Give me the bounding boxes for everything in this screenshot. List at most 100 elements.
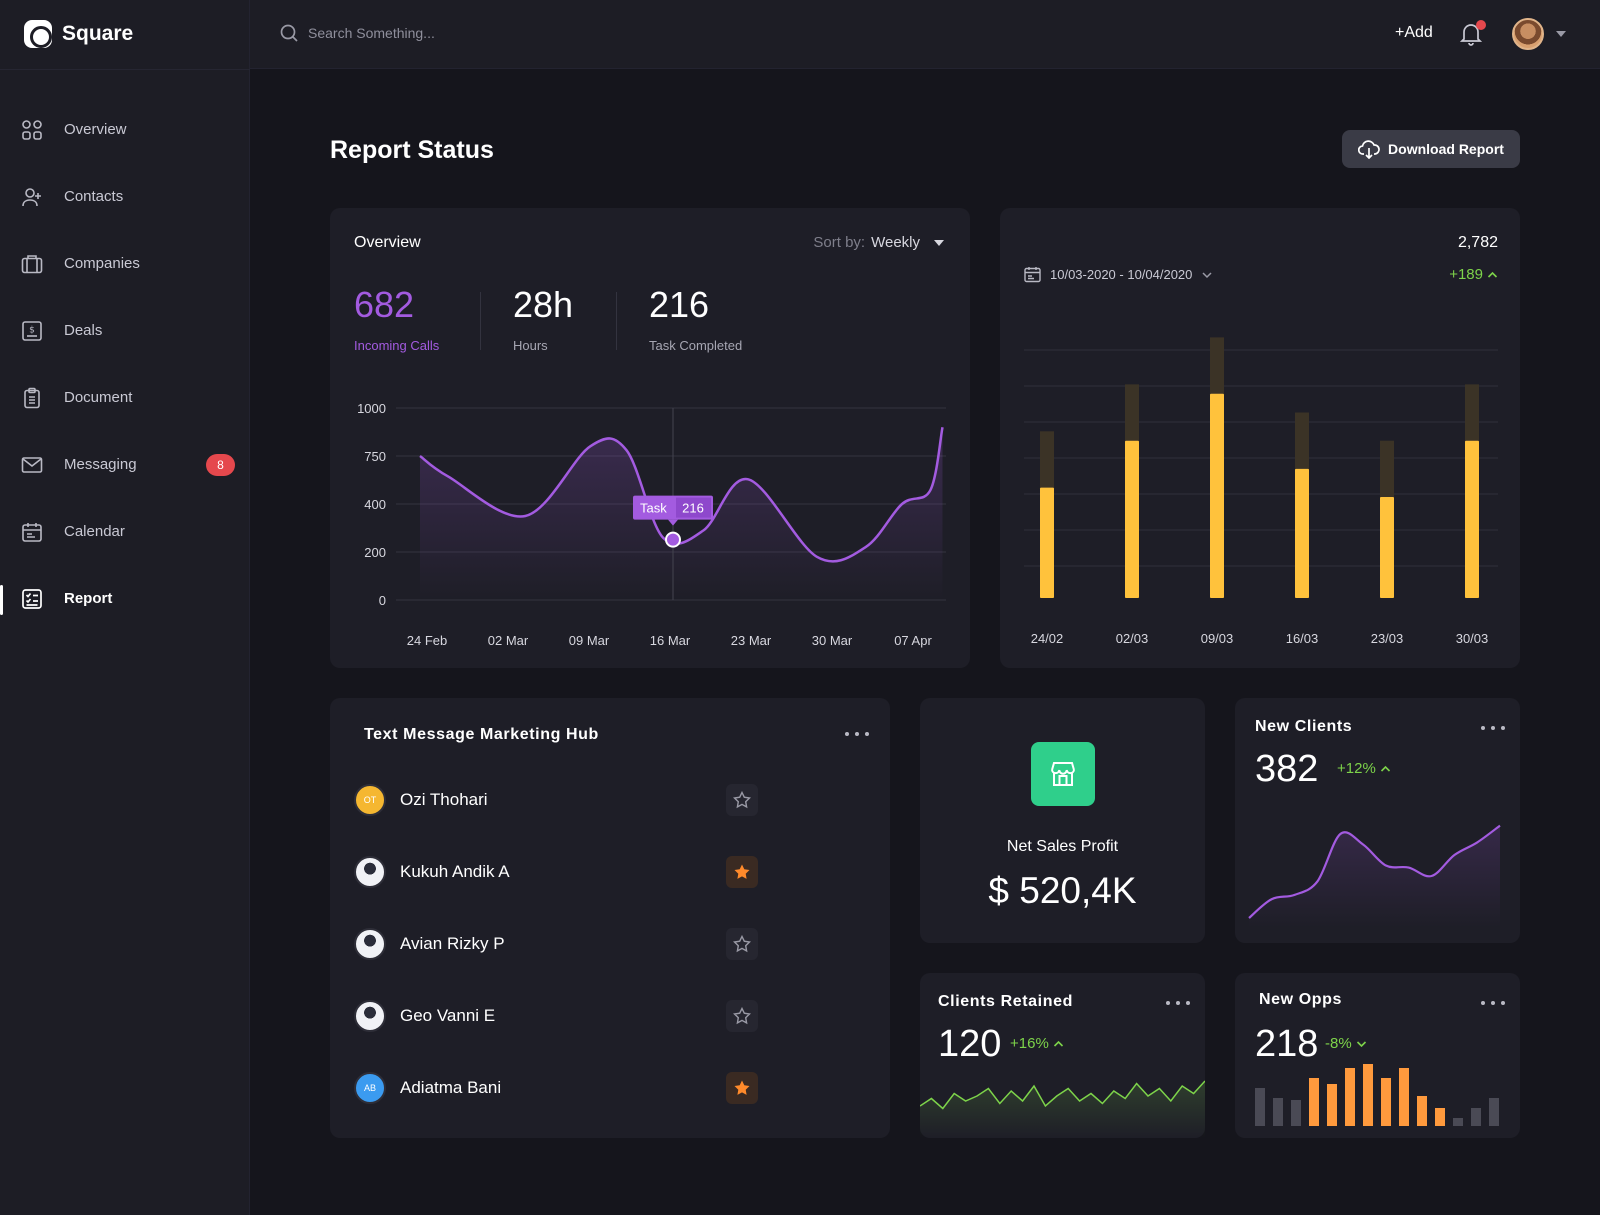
net-sales-title: Net Sales Profit — [1006, 838, 1119, 855]
sidebar-item-report[interactable]: Report — [0, 565, 250, 632]
bar[interactable] — [1295, 468, 1309, 598]
new-clients-delta: +12% — [1337, 760, 1391, 777]
more-options-icon[interactable] — [1481, 726, 1505, 732]
more-options-icon[interactable] — [1166, 1001, 1190, 1007]
star-icon[interactable] — [726, 784, 758, 816]
contact-name: Kukuh Andik A — [400, 862, 510, 881]
download-report-label: Download Report — [1388, 141, 1504, 157]
new-clients-sparkline — [1248, 824, 1501, 928]
sort-label: Sort by: — [813, 234, 866, 251]
delta-value: +189 — [1449, 266, 1483, 283]
star-icon[interactable] — [726, 1072, 758, 1104]
notification-dot — [1476, 20, 1486, 30]
contact-row[interactable]: Kukuh Andik A — [354, 854, 764, 890]
caret-down-icon — [934, 239, 944, 246]
chevron-down-icon — [1202, 271, 1212, 278]
sidebar-nav: Overview Contacts Companies $ Deals Docu… — [0, 96, 250, 632]
brand-logo[interactable]: Square — [24, 20, 133, 48]
bar[interactable] — [1465, 440, 1479, 598]
star-icon[interactable] — [726, 856, 758, 888]
sidebar-item-companies[interactable]: Companies — [0, 230, 250, 297]
y-tick-label: 1000 — [357, 401, 386, 416]
x-tick-label: 24/02 — [1031, 631, 1064, 646]
user-avatar[interactable] — [1512, 18, 1544, 50]
clipboard-icon — [20, 386, 44, 410]
contact-row[interactable]: Avian Rizky P — [354, 926, 764, 962]
more-options-icon[interactable] — [845, 732, 869, 738]
x-tick-label: 09/03 — [1201, 631, 1234, 646]
calendar-icon — [1024, 267, 1041, 283]
contact-avatar: OT — [354, 784, 386, 816]
sidebar-item-label: Contacts — [64, 188, 124, 205]
search-input[interactable] — [308, 25, 608, 41]
cloud-download-icon — [1358, 140, 1380, 159]
contact-row[interactable]: OT Ozi Thohari — [354, 782, 764, 818]
dollar-doc-icon: $ — [20, 319, 44, 343]
stat-hours: 28h Hours — [513, 284, 573, 353]
svg-text:$: $ — [29, 325, 35, 335]
contact-avatar: AB — [354, 1072, 386, 1104]
new-opps-value: 218 — [1255, 1023, 1319, 1065]
sidebar-item-contacts[interactable]: Contacts — [0, 163, 250, 230]
y-tick-label: 400 — [364, 497, 386, 512]
sidebar-item-deals[interactable]: $ Deals — [0, 297, 250, 364]
page-title: Report Status — [330, 136, 494, 164]
x-tick-label: 23 Mar — [731, 633, 772, 648]
hover-point[interactable] — [665, 531, 681, 548]
sidebar-item-label: Document — [64, 389, 133, 406]
bell-icon[interactable] — [1459, 22, 1483, 51]
mail-icon — [20, 453, 44, 477]
sidebar: Square Overview Contacts Companies $ Dea… — [0, 0, 250, 1215]
x-tick-label: 16/03 — [1286, 631, 1319, 646]
new-clients-title: New Clients — [1255, 718, 1353, 735]
bar — [1453, 1118, 1463, 1126]
delta-value: +12% — [1337, 760, 1376, 777]
download-report-button[interactable]: Download Report — [1342, 130, 1520, 168]
clients-retained-delta: +16% — [1010, 1035, 1064, 1052]
sidebar-item-overview[interactable]: Overview — [0, 96, 250, 163]
messaging-badge: 8 — [206, 453, 235, 476]
sidebar-item-document[interactable]: Document — [0, 364, 250, 431]
add-button[interactable]: +Add — [1395, 24, 1433, 41]
new-opps-delta: -8% — [1325, 1035, 1367, 1052]
sidebar-item-calendar[interactable]: Calendar — [0, 498, 250, 565]
contact-row[interactable]: Geo Vanni E — [354, 998, 764, 1034]
bar — [1309, 1078, 1319, 1126]
x-tick-label: 16 Mar — [650, 633, 691, 648]
new-opps-bar-chart — [1255, 1064, 1499, 1126]
store-icon — [1031, 742, 1095, 806]
sidebar-item-messaging[interactable]: Messaging 8 — [0, 431, 250, 498]
bar — [1291, 1100, 1301, 1126]
overview-title: Overview — [354, 234, 421, 251]
stat-label: Task Completed — [649, 338, 743, 353]
bar — [1345, 1068, 1355, 1126]
search-box[interactable] — [280, 24, 608, 42]
sparkline-fill — [1249, 825, 1500, 928]
chevron-down-icon[interactable] — [1556, 31, 1566, 37]
sort-value: Weekly — [871, 234, 920, 251]
sparkline-line — [920, 1080, 1205, 1110]
line-area-fill — [420, 427, 943, 600]
more-options-icon[interactable] — [1481, 1001, 1505, 1007]
sidebar-item-label: Messaging — [64, 456, 137, 473]
x-tick-label: 24 Feb — [407, 633, 447, 648]
x-tick-label: 30/03 — [1456, 631, 1489, 646]
report-icon — [20, 587, 44, 611]
user-plus-icon — [20, 185, 44, 209]
date-range-picker[interactable]: 10/03-2020 - 10/04/2020 — [1024, 266, 1213, 283]
contact-row[interactable]: AB Adiatma Bani — [354, 1070, 764, 1106]
bar[interactable] — [1125, 440, 1139, 598]
star-icon[interactable] — [726, 928, 758, 960]
bar-total: 2,782 — [1457, 234, 1498, 251]
weekly-bar-chart: 24/02 02/03 09/03 16/03 23/03 30/03 — [1024, 337, 1498, 646]
bar[interactable] — [1210, 393, 1224, 598]
new-clients-value: 382 — [1255, 748, 1319, 790]
bar[interactable] — [1380, 497, 1394, 598]
sidebar-item-label: Report — [64, 590, 113, 607]
marketing-hub-card: Text Message Marketing Hub OT Ozi Thohari… — [330, 698, 890, 1138]
bar[interactable] — [1040, 487, 1054, 598]
x-tick-label: 09 Mar — [569, 633, 610, 648]
star-icon[interactable] — [726, 1000, 758, 1032]
sort-dropdown[interactable]: Sort by: Weekly — [813, 234, 944, 251]
briefcase-icon — [20, 252, 44, 276]
